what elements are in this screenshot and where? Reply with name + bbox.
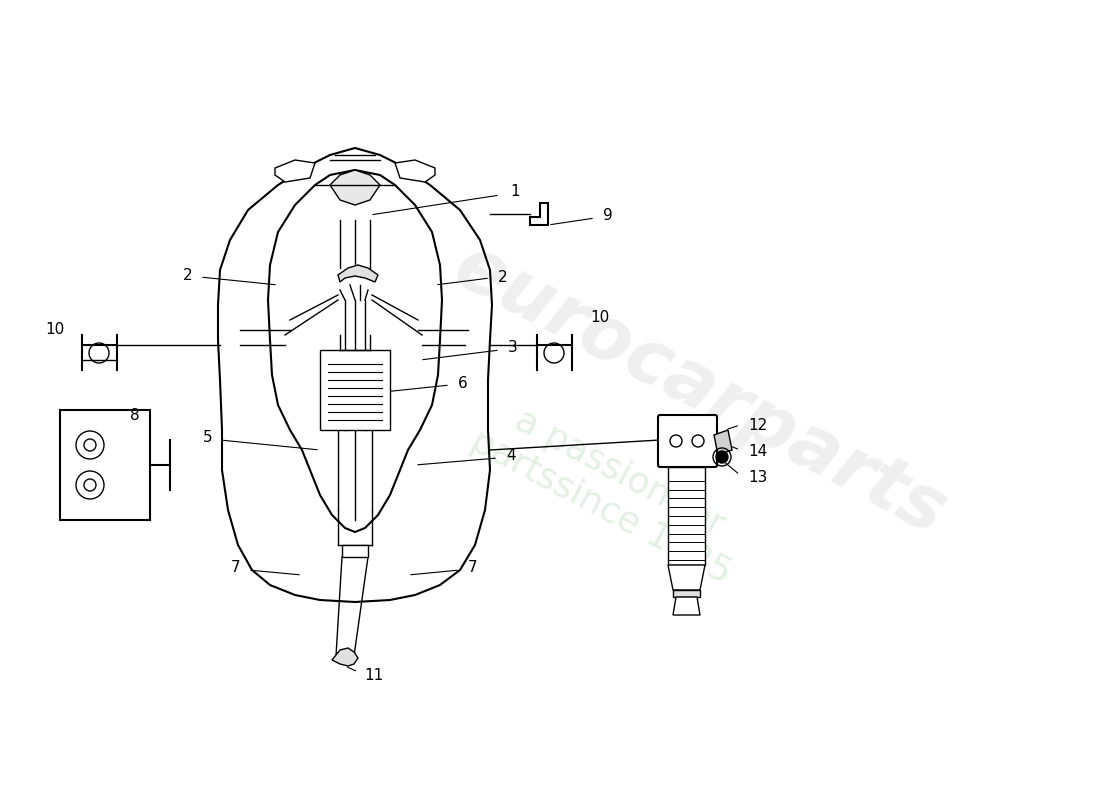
Text: eurocarparts: eurocarparts <box>441 230 958 550</box>
Polygon shape <box>275 160 315 182</box>
Text: 4: 4 <box>506 449 516 463</box>
Text: 2: 2 <box>183 267 192 282</box>
Text: 9: 9 <box>603 209 613 223</box>
Polygon shape <box>338 265 378 282</box>
Text: 1: 1 <box>510 185 519 199</box>
Text: 2: 2 <box>498 270 507 285</box>
Text: 10: 10 <box>590 310 609 326</box>
Polygon shape <box>395 160 434 182</box>
Text: 13: 13 <box>748 470 768 485</box>
Text: a passion for
partssince 1985: a passion for partssince 1985 <box>464 390 756 590</box>
Text: 14: 14 <box>748 445 768 459</box>
Text: 5: 5 <box>202 430 212 446</box>
Polygon shape <box>673 590 700 597</box>
Text: 10: 10 <box>46 322 65 338</box>
Bar <box>668 467 705 565</box>
Polygon shape <box>714 430 732 455</box>
Polygon shape <box>673 597 700 615</box>
Text: 8: 8 <box>130 407 140 422</box>
FancyBboxPatch shape <box>658 415 717 467</box>
Text: 11: 11 <box>364 667 383 682</box>
Bar <box>320 350 390 430</box>
Polygon shape <box>330 170 380 205</box>
Circle shape <box>716 451 728 463</box>
Text: 3: 3 <box>508 341 518 355</box>
Polygon shape <box>668 565 705 590</box>
Text: 6: 6 <box>458 375 468 390</box>
Polygon shape <box>332 648 358 666</box>
Bar <box>60 410 150 520</box>
Text: 7: 7 <box>230 561 240 575</box>
Bar <box>342 545 369 557</box>
Text: 7: 7 <box>468 561 477 575</box>
Text: 12: 12 <box>748 418 768 433</box>
